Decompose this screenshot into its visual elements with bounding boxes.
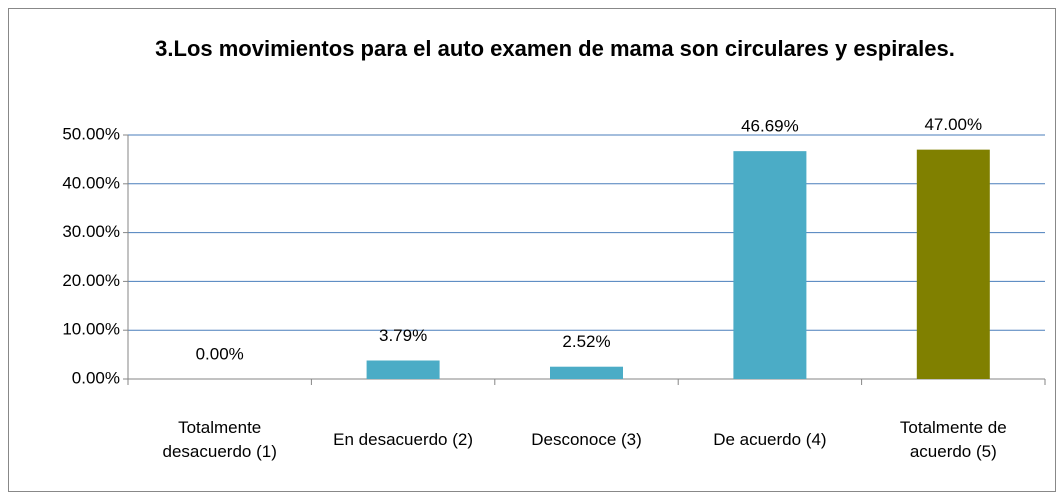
value-label: 3.79% [379, 326, 427, 345]
bar [550, 366, 623, 379]
y-tick-label: 30.00% [62, 222, 120, 241]
y-tick-label: 20.00% [62, 271, 120, 290]
x-tick-label: Desconoce (3) [531, 430, 642, 449]
bar [733, 151, 807, 379]
y-tick-label: 40.00% [62, 173, 120, 192]
x-tick-label: En desacuerdo (2) [333, 430, 474, 449]
x-tick-label: Totalmente desacuerdo (1) [162, 418, 277, 461]
value-label: 47.00% [924, 115, 982, 134]
bar [916, 149, 990, 379]
chart-frame [8, 8, 1056, 492]
y-tick-label: 50.00% [62, 124, 120, 143]
x-tick-label: Totalmente de acuerdo (5) [899, 418, 1007, 461]
value-label: 2.52% [562, 332, 610, 351]
bar [366, 360, 440, 379]
value-label: 0.00% [196, 344, 244, 363]
y-tick-label: 0.00% [72, 368, 120, 387]
y-tick-label: 10.00% [62, 320, 120, 339]
x-tick-label: De acuerdo (4) [713, 430, 827, 449]
value-label: 46.69% [741, 117, 799, 136]
chart-title: 3.Los movimientos para el auto examen de… [155, 36, 955, 61]
